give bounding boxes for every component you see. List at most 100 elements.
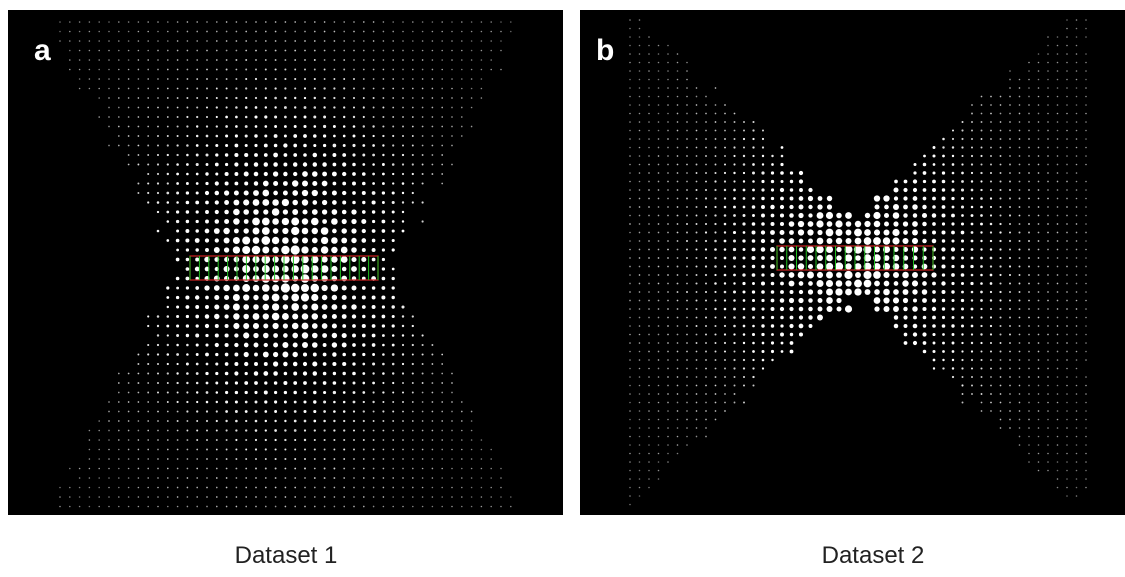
spot bbox=[128, 78, 130, 80]
spot bbox=[667, 45, 669, 47]
spot bbox=[658, 334, 660, 336]
spot bbox=[157, 154, 159, 156]
spot bbox=[904, 324, 908, 328]
spot bbox=[59, 40, 61, 42]
spot bbox=[1076, 385, 1078, 387]
spot bbox=[1085, 453, 1087, 455]
spot bbox=[342, 210, 347, 215]
spot bbox=[648, 376, 650, 378]
spot bbox=[981, 147, 983, 149]
spot bbox=[733, 206, 736, 209]
spot bbox=[108, 430, 110, 432]
spot bbox=[353, 410, 355, 412]
spot bbox=[667, 274, 669, 276]
spot bbox=[639, 359, 641, 361]
spot bbox=[799, 290, 803, 294]
spot bbox=[167, 107, 169, 109]
spot bbox=[372, 267, 375, 270]
spot bbox=[1076, 130, 1078, 132]
spot bbox=[971, 189, 974, 192]
spot bbox=[1009, 197, 1011, 199]
spot bbox=[372, 372, 374, 374]
spot bbox=[667, 172, 669, 174]
spot bbox=[990, 376, 992, 378]
spot bbox=[883, 306, 889, 312]
spot bbox=[372, 220, 375, 223]
spot bbox=[225, 362, 229, 366]
spot bbox=[913, 213, 917, 217]
spot bbox=[836, 238, 842, 244]
spot bbox=[771, 299, 775, 303]
spot bbox=[245, 31, 247, 33]
spot bbox=[1057, 274, 1059, 276]
spot bbox=[705, 248, 707, 250]
spot bbox=[383, 40, 385, 42]
spot bbox=[1038, 87, 1040, 89]
spot bbox=[1028, 62, 1030, 64]
spot bbox=[724, 393, 726, 395]
spot bbox=[323, 116, 326, 119]
spot bbox=[705, 376, 707, 378]
spot bbox=[481, 496, 483, 498]
spot bbox=[402, 353, 404, 355]
spot bbox=[254, 343, 259, 348]
spot bbox=[187, 50, 189, 52]
spot bbox=[658, 461, 660, 463]
spot bbox=[157, 211, 159, 213]
spot bbox=[343, 135, 346, 138]
spot bbox=[677, 393, 679, 395]
spot bbox=[353, 50, 355, 52]
spot bbox=[275, 458, 277, 460]
spot bbox=[402, 126, 404, 128]
spot bbox=[372, 324, 376, 328]
spot bbox=[677, 283, 679, 285]
spot bbox=[658, 232, 660, 234]
spot bbox=[147, 145, 149, 147]
spot bbox=[883, 289, 890, 296]
spot bbox=[752, 350, 755, 353]
spot bbox=[382, 324, 385, 327]
spot bbox=[780, 222, 784, 226]
spot bbox=[780, 316, 784, 320]
spot bbox=[284, 439, 286, 441]
spot bbox=[253, 304, 259, 310]
spot bbox=[244, 190, 249, 195]
spot bbox=[312, 228, 318, 234]
spot bbox=[263, 323, 268, 328]
spot bbox=[733, 146, 735, 148]
spot bbox=[639, 368, 641, 370]
spot bbox=[743, 316, 746, 319]
spot bbox=[147, 411, 149, 413]
spot bbox=[1047, 359, 1049, 361]
spot bbox=[1047, 376, 1049, 378]
spot bbox=[282, 228, 288, 234]
spot bbox=[382, 410, 384, 412]
spot bbox=[1047, 113, 1049, 115]
spot bbox=[677, 317, 679, 319]
spot bbox=[752, 333, 755, 336]
spot bbox=[89, 50, 91, 52]
spot bbox=[639, 155, 641, 157]
spot bbox=[981, 393, 983, 395]
spot bbox=[714, 274, 716, 276]
spot bbox=[216, 97, 218, 99]
spot bbox=[761, 171, 764, 174]
spot bbox=[677, 359, 679, 361]
spot bbox=[59, 506, 61, 508]
spot bbox=[235, 106, 238, 109]
spot bbox=[422, 78, 424, 80]
spot bbox=[1047, 351, 1049, 353]
spot bbox=[770, 247, 775, 252]
spot bbox=[363, 420, 365, 422]
spot bbox=[961, 180, 964, 183]
spot bbox=[304, 40, 306, 42]
spot bbox=[629, 164, 631, 166]
spot bbox=[312, 200, 317, 205]
spot bbox=[226, 496, 228, 498]
spot bbox=[167, 182, 169, 184]
spot bbox=[743, 214, 746, 217]
spot bbox=[629, 189, 631, 191]
spot bbox=[999, 189, 1001, 191]
spot bbox=[98, 420, 100, 422]
spot bbox=[373, 468, 375, 470]
